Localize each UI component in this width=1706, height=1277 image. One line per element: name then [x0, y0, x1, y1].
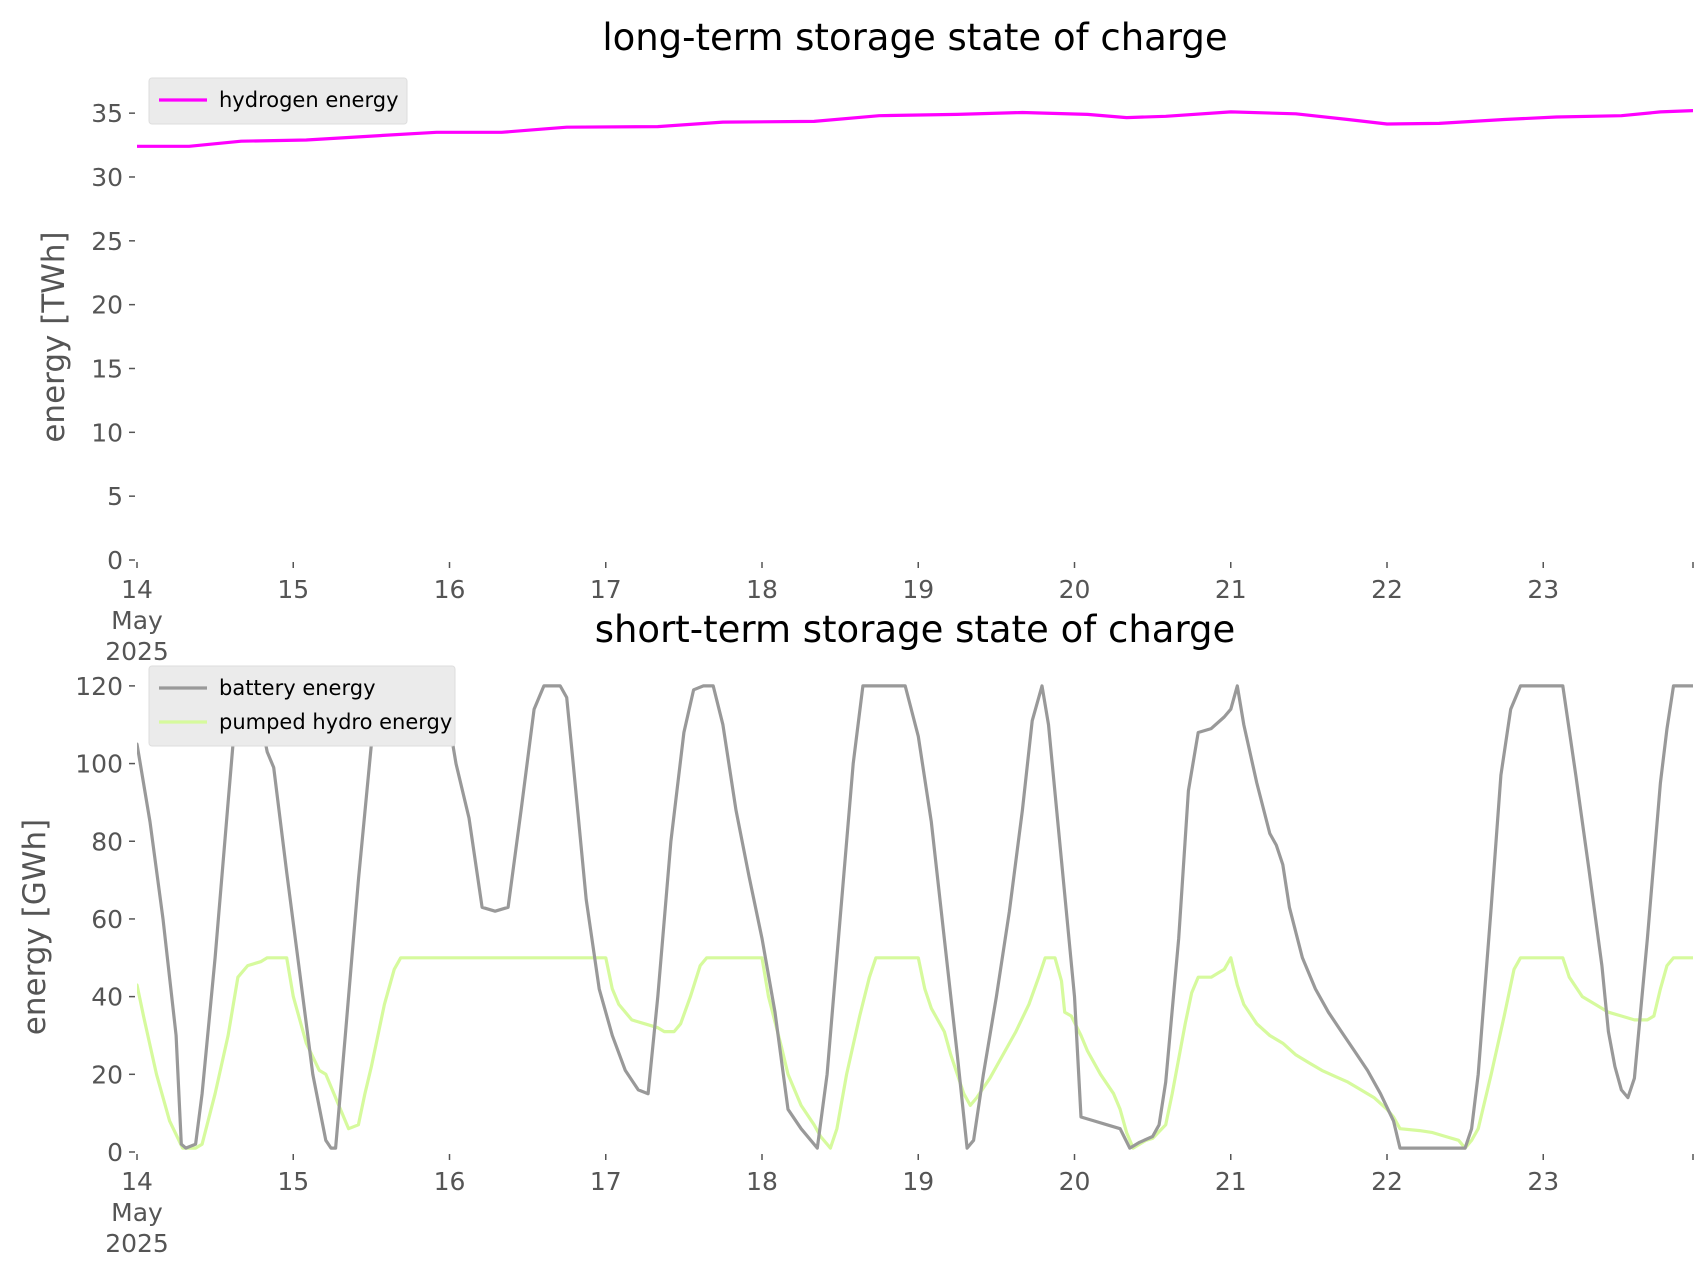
- x-tick-label: 20: [1059, 575, 1091, 604]
- legend-box: [148, 665, 456, 747]
- y-tick-label: 100: [75, 750, 123, 779]
- x-axis-ticks: 14 May 2025 15 16 17 18 19 20 21 22 23: [105, 562, 1694, 666]
- y-tick-label: 5: [107, 482, 123, 511]
- x-tick-label: 18: [746, 1167, 778, 1196]
- legend-label: hydrogen energy: [219, 88, 399, 112]
- series-line-hydrogen-energy: [137, 109, 1693, 148]
- legend[interactable]: battery energy pumped hydro energy: [148, 665, 456, 747]
- y-tick-label: 0: [107, 1138, 123, 1167]
- y-tick-label: 30: [91, 163, 123, 192]
- x-tick-label: 23: [1527, 1167, 1559, 1196]
- y-axis-ticks: 0 20 40 60 80 100 120: [75, 672, 135, 1167]
- x-tick-label: 18: [746, 575, 778, 604]
- y-axis-label: energy [TWh]: [36, 231, 72, 442]
- x-tick-label: 17: [590, 575, 622, 604]
- y-tick-label: 20: [91, 1060, 123, 1089]
- x-tick-label: 19: [902, 1167, 934, 1196]
- x-tick-label: 23: [1527, 575, 1559, 604]
- x-tick-label: 16: [434, 575, 466, 604]
- series-line-pumped-hydro-energy: [137, 956, 1693, 1150]
- chart-title: short-term storage state of charge: [595, 608, 1236, 651]
- y-tick-label: 80: [91, 827, 123, 856]
- legend-label: pumped hydro energy: [219, 710, 452, 734]
- x-tick-label: 14 May 2025: [105, 1167, 169, 1258]
- y-tick-label: 15: [91, 354, 123, 383]
- long-term-storage-chart: long-term storage state of charge energy…: [36, 16, 1694, 666]
- x-tick-label: 22: [1371, 1167, 1403, 1196]
- x-tick-label: 21: [1215, 575, 1247, 604]
- legend-box: [148, 77, 408, 125]
- y-tick-label: 25: [91, 227, 123, 256]
- y-tick-label: 120: [75, 672, 123, 701]
- legend-label: battery energy: [219, 676, 376, 700]
- y-axis-ticks: 0 5 10 15 20 25 30 35: [91, 99, 135, 575]
- x-tick-label: 22: [1371, 575, 1403, 604]
- series-lines: [137, 109, 1693, 148]
- x-tick-label: 16: [434, 1167, 466, 1196]
- short-term-storage-chart: short-term storage state of charge energ…: [17, 608, 1694, 1258]
- chart-title: long-term storage state of charge: [602, 16, 1227, 59]
- x-tick-label: 15: [277, 575, 309, 604]
- y-tick-label: 0: [107, 546, 123, 575]
- x-tick-label: 15: [277, 1167, 309, 1196]
- series-lines: [137, 684, 1693, 1150]
- y-tick-label: 20: [91, 291, 123, 320]
- y-tick-label: 40: [91, 983, 123, 1012]
- x-tick-label: 20: [1059, 1167, 1091, 1196]
- x-tick-label: 19: [902, 575, 934, 604]
- x-tick-label: 17: [590, 1167, 622, 1196]
- x-tick-label: 14 May 2025: [105, 575, 169, 666]
- y-axis-label: energy [GWh]: [17, 819, 53, 1035]
- x-axis-ticks: 14 May 2025 15 16 17 18 19 20 21 22 23: [105, 1154, 1694, 1258]
- y-tick-label: 60: [91, 905, 123, 934]
- legend[interactable]: hydrogen energy: [148, 77, 408, 125]
- y-tick-label: 10: [91, 418, 123, 447]
- y-tick-label: 35: [91, 99, 123, 128]
- x-tick-label: 21: [1215, 1167, 1247, 1196]
- series-line-battery-energy: [137, 684, 1693, 1150]
